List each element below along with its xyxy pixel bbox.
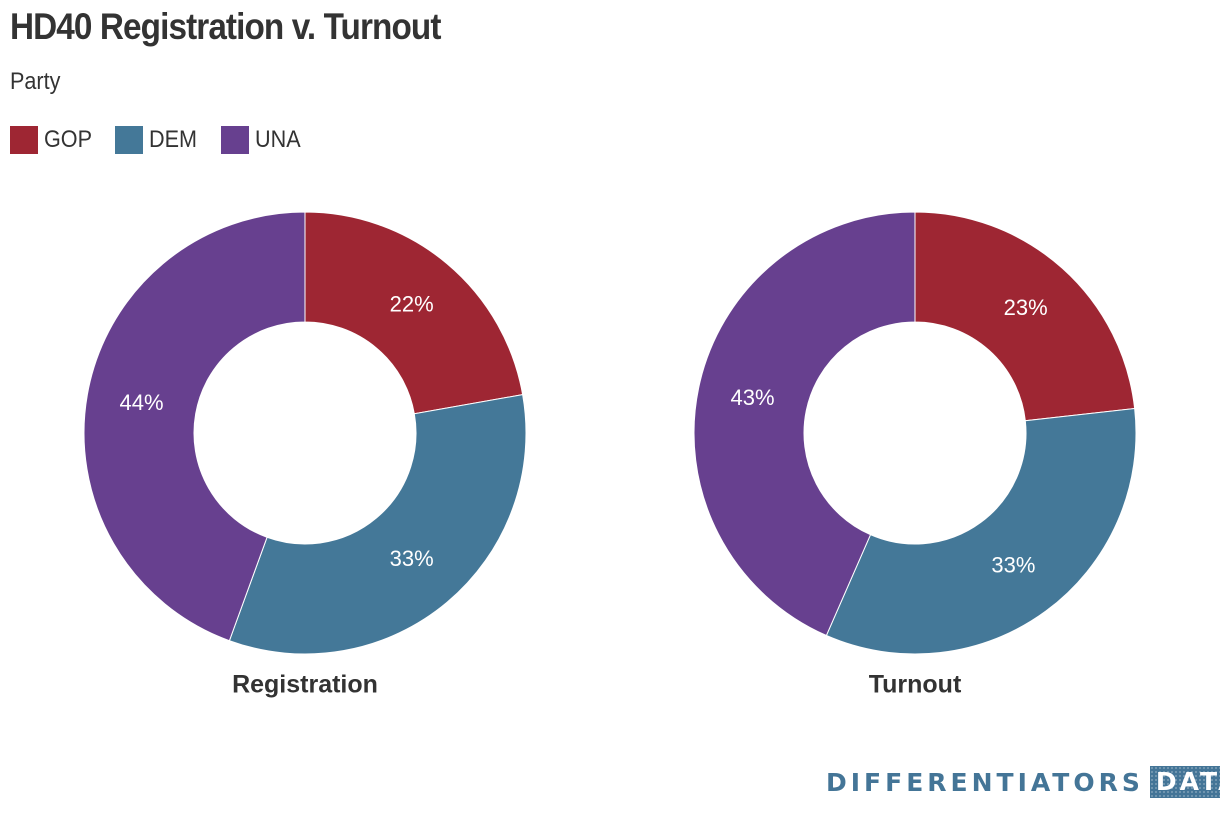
slice-turnout-gop — [914, 211, 1136, 422]
legend-item-una: UNA — [220, 126, 306, 154]
donut-turnout: 23% 33% 43% Turnout — [693, 211, 1137, 699]
chart-label-registration: Registration — [232, 671, 378, 699]
brand-logo: DIFFERENTIATORS DATA — [826, 766, 1220, 798]
data-label-turnout-una: 43% — [730, 385, 774, 410]
brand-box: DATA — [1149, 766, 1220, 798]
slice-registration-gop — [304, 211, 524, 415]
data-label-turnout-gop: 23% — [1004, 295, 1048, 320]
legend-item-dem: DEM — [115, 126, 202, 154]
legend-item-gop: GOP — [10, 126, 97, 154]
legend-swatch-una — [220, 126, 249, 154]
slice-registration-una — [83, 211, 306, 642]
brand-name: DIFFERENTIATORS — [826, 767, 1144, 797]
slice-turnout-una — [693, 211, 916, 637]
legend-label-gop: GOP — [44, 126, 93, 153]
data-label-registration-una: 44% — [119, 390, 163, 415]
slice-turnout-dem — [825, 407, 1137, 655]
chart-label-turnout: Turnout — [869, 671, 962, 699]
data-label-registration-dem: 33% — [390, 546, 434, 571]
slice-registration-dem — [228, 394, 527, 655]
legend-swatch-dem — [115, 126, 144, 154]
chart-subtitle: Party — [10, 68, 61, 95]
donut-registration: 22% 33% 44% Registration — [83, 211, 527, 699]
legend-swatch-gop — [10, 126, 38, 154]
legend-label-una: UNA — [254, 126, 301, 153]
legend: GOP DEM UNA — [10, 126, 323, 154]
legend-label-dem: DEM — [149, 126, 198, 153]
data-label-turnout-dem: 33% — [991, 552, 1035, 577]
data-label-registration-gop: 22% — [390, 292, 434, 317]
chart-title: HD40 Registration v. Turnout — [10, 6, 441, 47]
